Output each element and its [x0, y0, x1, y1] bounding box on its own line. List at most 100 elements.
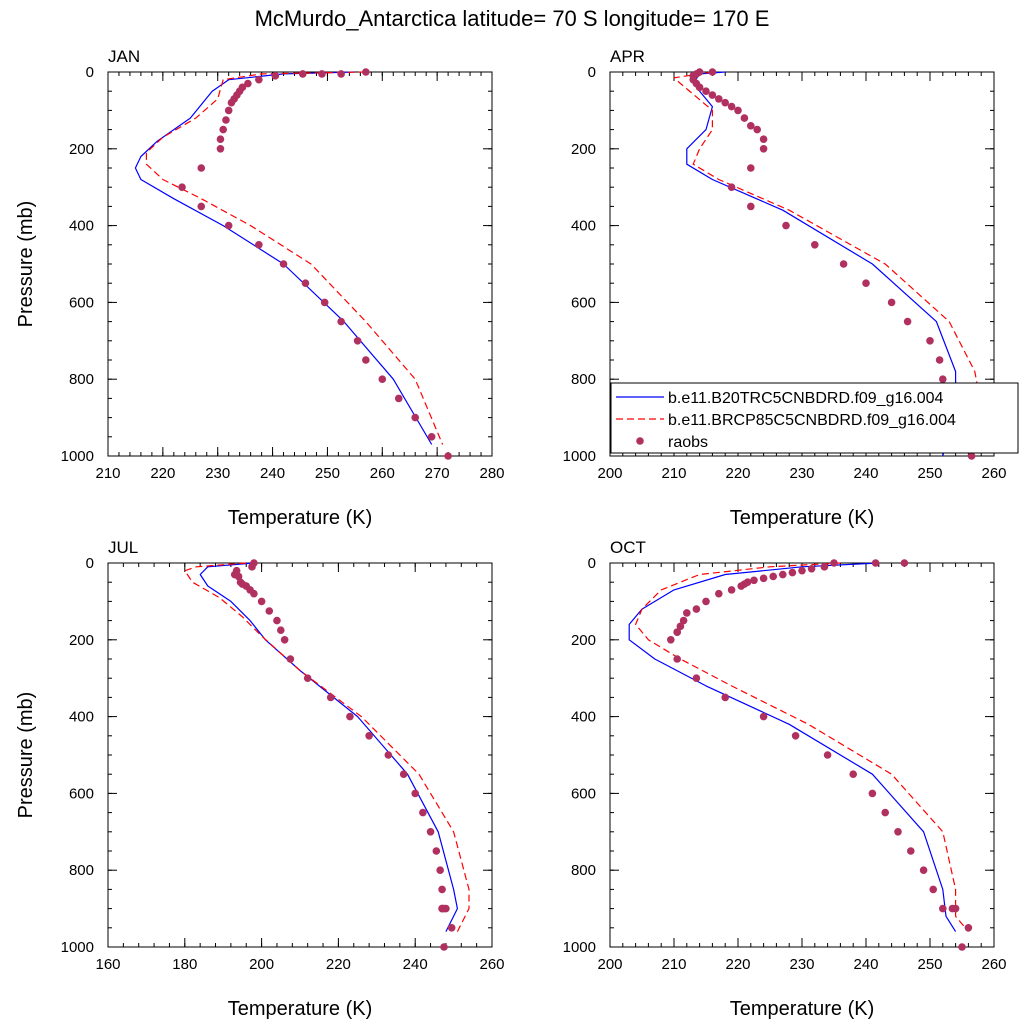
raobs-point: [798, 566, 806, 575]
raobs-point: [894, 828, 902, 836]
y-tick-label: 400: [69, 218, 94, 235]
x-tick-label: 230: [789, 956, 814, 973]
raobs-point: [747, 202, 755, 211]
y-tick-label: 800: [69, 862, 94, 879]
raobs-point: [750, 576, 758, 585]
raobs-point: [673, 628, 681, 636]
raobs-point: [337, 70, 345, 78]
y-tick-label: 200: [571, 632, 596, 649]
raobs-point: [250, 589, 258, 598]
raobs-point: [759, 145, 768, 153]
x-tick-label: 240: [403, 956, 428, 973]
raobs-point: [197, 164, 206, 172]
raobs-point: [365, 732, 373, 740]
raobs-point: [807, 564, 816, 573]
raobs-point: [257, 597, 266, 606]
raobs-point: [178, 183, 186, 191]
raobs-point: [695, 83, 704, 92]
plot-area-oct: 200 210 220 230 240 250 260 0 200 400 600 800 1000: [563, 555, 1007, 973]
raobs-point: [337, 317, 345, 326]
x-tick-label: 250: [917, 465, 942, 482]
raobs-point: [759, 574, 768, 583]
raobs-point: [721, 98, 729, 107]
raobs-point: [362, 356, 370, 364]
raobs-point: [442, 904, 450, 913]
y-tick-label: 800: [571, 371, 596, 388]
raobs-point: [301, 279, 310, 288]
raobs-point: [964, 924, 973, 932]
raobs-point: [271, 72, 280, 80]
plot-area-apr: 200 210 220 230 240 250 260 0 200 400 600 800 1000: [563, 64, 1007, 482]
raobs-point: [967, 452, 976, 460]
raobs-point: [280, 636, 289, 644]
x-tick-label: 210: [95, 465, 120, 482]
legend-swatch-marker: [636, 437, 644, 445]
raobs-point: [216, 135, 225, 143]
raobs-point: [232, 566, 241, 575]
x-tick-label: 260: [981, 956, 1006, 973]
raobs-point: [919, 866, 928, 874]
raobs-point: [676, 622, 685, 631]
x-tick-label: 220: [725, 465, 750, 482]
raobs-point: [907, 847, 915, 855]
panel-title: APR: [610, 47, 645, 66]
raobs-point: [255, 75, 263, 84]
raobs-point: [702, 597, 710, 606]
raobs-point: [900, 559, 909, 567]
x-tick-label: 230: [205, 465, 230, 482]
y-tick-label: 600: [571, 294, 596, 311]
raobs-point: [683, 609, 691, 617]
x-tick-label: 220: [326, 956, 351, 973]
y-tick-label: 0: [588, 555, 596, 572]
raobs-point: [378, 375, 387, 384]
raobs-point: [823, 751, 832, 759]
raobs-point: [958, 943, 966, 951]
raobs-point: [740, 114, 749, 122]
y-tick-label: 800: [69, 371, 94, 388]
x-axis-label: Temperature (K): [228, 998, 373, 1020]
series-line-rcp85: [145, 71, 444, 445]
y-tick-label: 600: [69, 785, 94, 802]
plot-area-jul: 160 180 200 220 240 260 0 200 400 600 800 1000: [61, 555, 505, 973]
raobs-point: [436, 866, 444, 874]
raobs-point: [197, 202, 206, 211]
raobs-point: [820, 563, 829, 571]
raobs-point: [673, 655, 681, 663]
raobs-point: [248, 563, 256, 571]
raobs-point: [708, 68, 717, 76]
raobs-point: [411, 413, 420, 422]
raobs-point: [935, 356, 944, 364]
raobs-point: [438, 885, 446, 894]
panel-title: JAN: [108, 47, 140, 66]
raobs-point: [871, 559, 880, 567]
raobs-point: [782, 221, 790, 230]
raobs-point: [929, 885, 937, 894]
panel-title: JUL: [108, 538, 138, 557]
raobs-point: [702, 87, 710, 95]
x-tick-label: 200: [597, 956, 622, 973]
x-tick-label: 160: [95, 956, 120, 973]
x-tick-label: 200: [249, 956, 274, 973]
raobs-point: [747, 164, 755, 172]
raobs-point: [679, 616, 688, 625]
raobs-point: [411, 789, 420, 798]
legend-box: [610, 382, 1019, 454]
legend-label: b.e11.BRCP85C5CNBDRD.f09_g16.004: [668, 412, 956, 429]
raobs-point: [849, 770, 857, 778]
x-tick-label: 230: [789, 465, 814, 482]
series-line-rcp85: [184, 562, 470, 932]
raobs-point: [903, 317, 912, 326]
x-tick-label: 180: [172, 956, 197, 973]
raobs-point: [447, 924, 456, 932]
x-tick-label: 240: [853, 465, 878, 482]
y-tick-label: 400: [571, 218, 596, 235]
x-tick-label: 280: [479, 465, 504, 482]
raobs-point: [303, 674, 312, 682]
raobs-point: [721, 693, 729, 702]
x-axis-label: Temperature (K): [228, 507, 373, 529]
y-tick-label: 1000: [563, 939, 596, 956]
y-axis-label: Pressure (mb): [15, 692, 37, 819]
x-tick-label: 220: [725, 956, 750, 973]
y-tick-label: 1000: [61, 939, 94, 956]
raobs-point: [926, 337, 934, 345]
